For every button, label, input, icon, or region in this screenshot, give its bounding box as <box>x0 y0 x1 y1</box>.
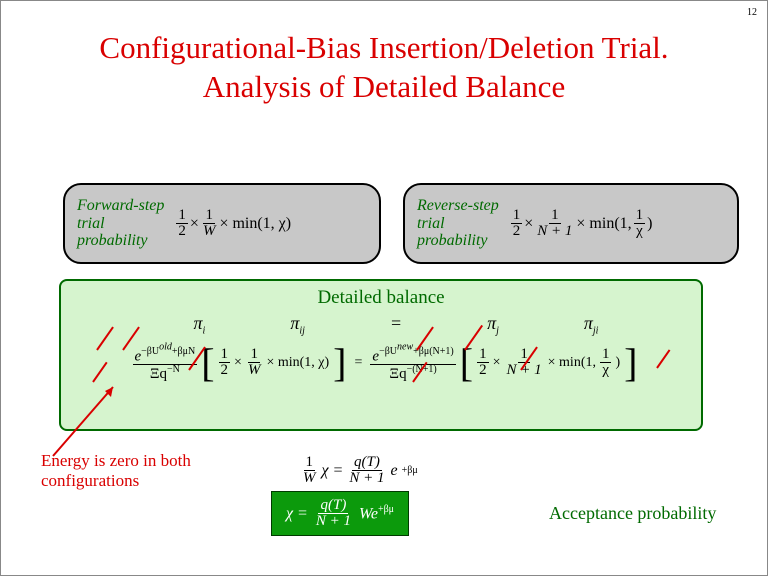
forward-formula: 12 × 1W × min(1, χ) <box>176 208 291 239</box>
energy-note: Energy is zero in both configurations <box>41 451 191 490</box>
title-line-2: Analysis of Detailed Balance <box>203 69 565 104</box>
reverse-label: Reverse-step trial probability <box>417 197 499 250</box>
strike-3 <box>92 361 107 382</box>
lhs-pi-i: e−βUold+βμN Ξq−N <box>133 343 198 382</box>
title-line-1: Configurational-Bias Insertion/Deletion … <box>99 30 668 65</box>
reverse-step-box: Reverse-step trial probability 12 × 1N +… <box>403 183 739 264</box>
pi-symbol-row: πi πij = πj πji <box>61 313 701 337</box>
detailed-balance-box: Detailed balance πi πij = πj πji e−βUold… <box>59 279 703 431</box>
page-number: 12 <box>747 7 757 18</box>
acceptance-box: χ = q(T) N + 1 We+βμ <box>271 491 409 536</box>
acceptance-label: Acceptance probability <box>549 503 716 524</box>
detailed-title: Detailed balance <box>61 287 701 309</box>
forward-label: Forward-step trial probability <box>77 197 164 250</box>
slide: 12 Configurational-Bias Insertion/Deleti… <box>0 0 768 576</box>
forward-step-box: Forward-step trial probability 12 × 1W ×… <box>63 183 381 264</box>
chi-equation: 1W χ = q(T) N + 1 e+βμ <box>301 455 418 486</box>
reverse-formula: 12 × 1N + 1 × min(1, 1χ ) <box>511 208 653 239</box>
slide-title: Configurational-Bias Insertion/Deletion … <box>1 29 767 107</box>
detailed-equation: e−βUold+βμN Ξq−N [ 12 × 1W × min(1, χ) ]… <box>61 343 701 383</box>
strike-9 <box>656 349 670 368</box>
rhs-pi-j: e−βUnew+βμ(N+1) Ξq−(N+1) <box>370 343 455 382</box>
